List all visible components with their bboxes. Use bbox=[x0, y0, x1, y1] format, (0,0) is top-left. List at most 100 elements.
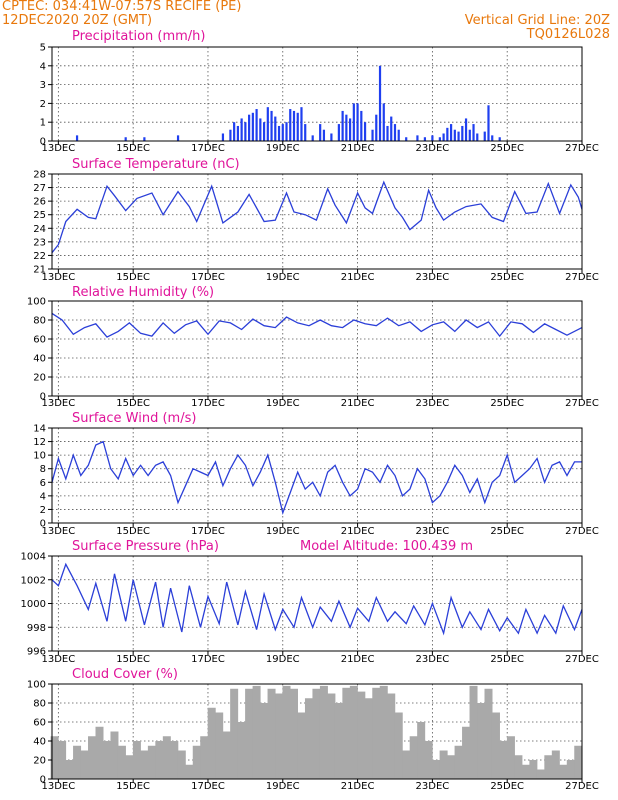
precip-bar bbox=[248, 114, 251, 141]
cloud-bar bbox=[207, 707, 216, 779]
x-tick-label: 27DEC bbox=[565, 272, 599, 283]
x-tick-label: 13DEC bbox=[41, 781, 75, 792]
x-tick-label: 25DEC bbox=[490, 272, 524, 283]
cloud-bar bbox=[402, 750, 411, 779]
precip-bar bbox=[289, 109, 292, 141]
cloud-bar bbox=[200, 736, 209, 779]
y-tick-label: 20 bbox=[33, 373, 46, 384]
y-tick-label: 0 bbox=[40, 519, 46, 530]
precip-bar bbox=[236, 125, 239, 141]
cloud-bar bbox=[260, 703, 269, 779]
x-tick-label: 19DEC bbox=[266, 526, 300, 537]
x-tick-label: 25DEC bbox=[490, 654, 524, 665]
cloud-bar bbox=[334, 703, 343, 779]
cloud-bar bbox=[73, 745, 82, 779]
y-tick-label: 28 bbox=[33, 170, 46, 181]
cloud-bar bbox=[147, 745, 156, 779]
cloud-bar bbox=[551, 750, 560, 779]
cloud-bar bbox=[424, 741, 433, 779]
x-tick-label: 21DEC bbox=[341, 654, 375, 665]
cloud-bar bbox=[536, 769, 545, 779]
cloud-bar bbox=[170, 741, 179, 779]
x-tick-label: 23DEC bbox=[416, 526, 450, 537]
precip-bar bbox=[337, 124, 340, 141]
y-tick-label: 60 bbox=[33, 335, 46, 346]
precip-bar bbox=[251, 112, 254, 141]
x-tick-label: 21DEC bbox=[341, 143, 375, 154]
model-id: TQ0126L028 bbox=[526, 27, 610, 42]
cloud-bar bbox=[439, 750, 448, 779]
panel-title: Surface Wind (m/s) bbox=[72, 411, 196, 426]
x-tick-label: 17DEC bbox=[191, 272, 225, 283]
cloud-bar bbox=[372, 687, 381, 779]
precip-bar bbox=[472, 124, 475, 141]
x-tick-label: 17DEC bbox=[191, 143, 225, 154]
station-info: CPTEC: 034:41W-07:57S RECIFE (PE) bbox=[2, 0, 242, 14]
cloud-bar bbox=[499, 741, 508, 779]
y-tick-label: 2 bbox=[40, 505, 46, 516]
cloud-bar bbox=[417, 722, 426, 779]
precip-bar bbox=[221, 133, 225, 141]
temp-series-line bbox=[51, 180, 583, 254]
y-tick-label: 20 bbox=[33, 756, 46, 767]
precip-bar bbox=[233, 122, 236, 141]
x-tick-label: 23DEC bbox=[416, 398, 450, 409]
cloud-bar bbox=[192, 745, 201, 779]
panel-cloud: 0 20 40 60 80 100 13DEC 15DEC 17DEC 19DEC 21DEC 23D… bbox=[27, 667, 599, 792]
x-tick-label: 13DEC bbox=[41, 526, 75, 537]
x-tick-label: 27DEC bbox=[565, 781, 599, 792]
y-tick-label: 24 bbox=[33, 224, 46, 235]
cloud-bar bbox=[50, 736, 59, 779]
y-tick-label: 25 bbox=[33, 210, 46, 221]
precip-bar bbox=[345, 114, 348, 141]
cloud-bar bbox=[409, 736, 418, 779]
x-tick-label: 13DEC bbox=[41, 272, 75, 283]
x-tick-label: 13DEC bbox=[41, 654, 75, 665]
panel-wind: 0 2 4 6 8 10 12 14 13DEC 15DEC 17DEC 19DEC 21DEC 23DE… bbox=[33, 411, 599, 537]
y-tick-label: 80 bbox=[33, 699, 46, 710]
x-tick-label: 27DEC bbox=[565, 143, 599, 154]
precip-bar bbox=[405, 137, 408, 141]
cloud-bar bbox=[462, 726, 471, 779]
y-tick-label: 100 bbox=[27, 297, 46, 308]
cloud-bar bbox=[319, 685, 328, 779]
cloud-bar bbox=[65, 760, 74, 779]
cloud-bar bbox=[215, 712, 224, 779]
cloud-bar bbox=[185, 764, 194, 779]
precip-bar bbox=[393, 124, 397, 141]
precip-bar bbox=[442, 133, 445, 141]
cloud-bar bbox=[252, 685, 261, 779]
precip-bar bbox=[274, 116, 277, 141]
cloud-bar bbox=[357, 691, 366, 779]
panel-frame bbox=[51, 683, 583, 780]
panel-frame bbox=[51, 427, 583, 524]
cloud-bar bbox=[289, 688, 298, 779]
x-tick-label: 15DEC bbox=[116, 526, 150, 537]
x-tick-label: 17DEC bbox=[191, 398, 225, 409]
precip-bar bbox=[277, 125, 281, 141]
panel-title: Surface Pressure (hPa) bbox=[72, 539, 219, 554]
cloud-bar bbox=[432, 760, 441, 779]
x-tick-label: 19DEC bbox=[266, 272, 300, 283]
panel-title: Surface Temperature (nC) bbox=[72, 157, 240, 172]
x-tick-label: 25DEC bbox=[490, 526, 524, 537]
precip-bar bbox=[352, 103, 355, 141]
precip-bar bbox=[319, 124, 322, 141]
y-tick-label: 1 bbox=[40, 118, 46, 129]
x-tick-label: 23DEC bbox=[416, 272, 450, 283]
precip-bar bbox=[390, 116, 393, 141]
panel-title: Precipitation (mm/h) bbox=[72, 29, 205, 44]
precip-bar bbox=[341, 110, 344, 141]
panel-title: Cloud Cover (%) bbox=[72, 667, 178, 682]
precip-bar bbox=[270, 110, 273, 141]
precip-bar bbox=[476, 133, 479, 141]
cloud-bar bbox=[230, 688, 239, 779]
y-tick-label: 6 bbox=[40, 478, 46, 489]
cloud-bar bbox=[447, 755, 456, 779]
precip-bar bbox=[311, 135, 314, 141]
precip-bar bbox=[255, 109, 258, 141]
panel-pres: 996 998 1000 1002 1004 13DEC 15DEC 17DEC 19DEC 21… bbox=[21, 539, 599, 665]
precip-bar bbox=[498, 137, 501, 141]
x-tick-label: 21DEC bbox=[341, 526, 375, 537]
